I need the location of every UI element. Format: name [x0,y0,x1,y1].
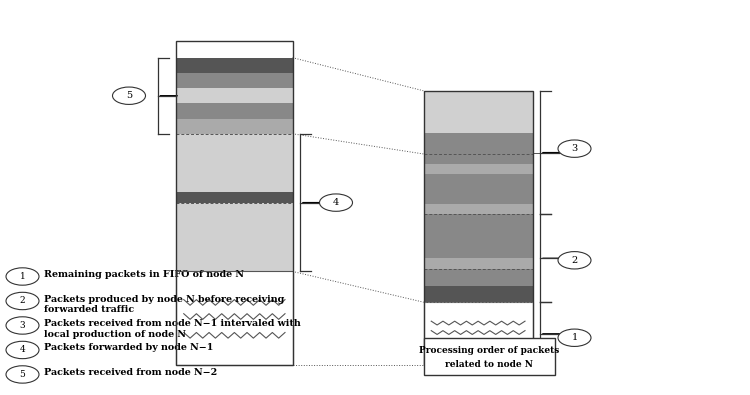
Bar [424,286,532,302]
Bar [176,103,292,118]
Bar [176,217,292,231]
Bar [424,247,532,258]
Bar [176,258,292,271]
Text: 2: 2 [572,256,578,265]
Circle shape [6,317,39,334]
Bar [424,214,532,226]
Bar [424,269,532,286]
Bar [176,203,292,217]
Bar [176,271,292,365]
Circle shape [558,329,591,346]
Bar [424,236,532,247]
Circle shape [558,140,591,157]
Circle shape [6,268,39,285]
Bar [424,194,532,204]
Text: 4: 4 [333,198,339,207]
Text: related to node N: related to node N [446,360,533,369]
Bar [424,133,532,154]
Bar [424,174,532,184]
Circle shape [558,252,591,269]
Bar [176,192,292,203]
Text: forwarded traffic: forwarded traffic [44,305,134,314]
Bar [424,226,532,236]
Text: 5: 5 [20,370,26,379]
Bar [424,91,532,365]
Text: 2: 2 [20,297,26,305]
Bar [176,134,292,145]
Text: Packets received from node N−1 intervaled with: Packets received from node N−1 intervale… [44,319,300,328]
Text: 3: 3 [572,144,578,153]
Bar [176,157,292,169]
Bar [424,258,532,269]
Bar [176,88,292,103]
Text: 3: 3 [20,321,26,330]
Bar [424,204,532,214]
Bar [424,164,532,174]
Text: Packets forwarded by node N−1: Packets forwarded by node N−1 [44,344,213,352]
Bar [424,91,532,112]
Bar [176,169,292,180]
Circle shape [6,366,39,383]
Bar [176,41,292,365]
Bar [176,244,292,258]
Text: Remaining packets in FIFO of node N: Remaining packets in FIFO of node N [44,270,244,279]
Circle shape [6,341,39,359]
Text: local production of node N: local production of node N [44,330,185,339]
Text: Packets received from node N−2: Packets received from node N−2 [44,368,217,377]
Circle shape [320,194,352,211]
Bar [176,145,292,157]
Text: Processing order of packets: Processing order of packets [419,346,560,356]
FancyBboxPatch shape [424,338,555,375]
Text: 1: 1 [20,272,26,281]
Bar [176,58,292,73]
Text: 4: 4 [20,346,26,354]
Circle shape [112,87,146,104]
Text: Packets produced by node N before receiving: Packets produced by node N before receiv… [44,295,284,303]
Text: 1: 1 [572,333,578,342]
Bar [176,118,292,134]
Bar [176,231,292,244]
Bar [176,180,292,192]
Bar [424,112,532,133]
Bar [176,73,292,88]
Bar [424,154,532,164]
Text: 5: 5 [126,91,132,100]
Bar [424,302,532,365]
Circle shape [6,292,39,310]
Bar [424,184,532,194]
